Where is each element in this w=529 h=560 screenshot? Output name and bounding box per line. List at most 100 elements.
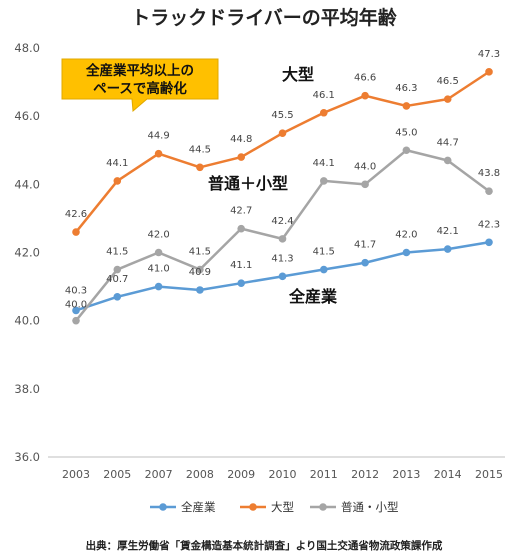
data-label-all-industries: 40.9 xyxy=(189,267,211,278)
data-point-all-industries xyxy=(485,238,493,247)
series-label-large: 大型 xyxy=(282,65,314,84)
data-label-standard-small: 42.0 xyxy=(147,230,169,241)
data-label-all-industries: 41.5 xyxy=(313,247,335,258)
data-point-standard-small xyxy=(154,248,163,257)
y-tick-label: 48.0 xyxy=(14,41,40,55)
data-label-standard-small: 44.0 xyxy=(354,161,376,172)
data-point-all-industries xyxy=(320,265,328,274)
x-tick-label: 2014 xyxy=(434,468,462,481)
data-label-all-industries: 40.7 xyxy=(106,274,128,285)
data-label-large: 46.6 xyxy=(354,73,376,84)
legend-marker-all-industries xyxy=(159,503,167,511)
data-label-standard-small: 42.4 xyxy=(271,216,293,227)
data-label-large: 46.5 xyxy=(437,76,459,87)
data-point-large xyxy=(237,153,245,161)
data-label-large: 44.1 xyxy=(106,158,128,169)
data-label-standard-small: 45.0 xyxy=(395,127,417,138)
series-label-all-industries: 全産業 xyxy=(288,287,338,306)
x-tick-label: 2007 xyxy=(145,468,173,481)
data-label-all-industries: 41.0 xyxy=(147,264,169,275)
legend-label-large: 大型 xyxy=(271,500,294,514)
data-point-large xyxy=(196,163,204,172)
data-labels: 40.3 40.7 41.0 40.9 41.1 41.3 41.5 41.7 42.0 42.1… xyxy=(65,49,500,311)
legend-label-all-industries: 全産業 xyxy=(181,500,216,514)
data-label-standard-small: 40.0 xyxy=(65,300,87,311)
data-point-large xyxy=(72,228,80,236)
data-point-standard-small xyxy=(402,146,411,155)
legend-marker-standard-small xyxy=(319,503,327,511)
y-tick-label: 40.0 xyxy=(14,314,40,328)
data-label-standard-small: 44.7 xyxy=(437,137,459,148)
data-point-standard-small xyxy=(113,265,122,274)
data-point-all-industries xyxy=(443,245,452,253)
data-label-large: 45.5 xyxy=(271,110,293,121)
data-point-large xyxy=(361,91,369,100)
data-label-large: 44.8 xyxy=(230,134,252,145)
x-tick-label: 2015 xyxy=(475,468,503,481)
data-point-standard-small xyxy=(196,265,204,274)
data-label-all-industries: 42.1 xyxy=(437,226,459,237)
callout-line-1: 全産業平均以上の xyxy=(85,62,194,79)
legend-label-standard-small: 普通・小型 xyxy=(341,500,399,514)
data-label-large: 46.3 xyxy=(395,83,417,94)
legend: 全産業 大型 普通・小型 xyxy=(150,500,399,514)
data-label-large: 47.3 xyxy=(478,49,500,60)
data-point-large xyxy=(113,177,122,185)
data-label-standard-small: 42.7 xyxy=(230,206,252,217)
data-label-all-industries: 41.1 xyxy=(230,260,252,271)
data-point-all-industries xyxy=(237,279,245,287)
x-tick-label: 2009 xyxy=(227,468,255,481)
data-point-all-industries xyxy=(196,286,204,294)
y-tick-label: 38.0 xyxy=(14,382,40,396)
x-tick-label: 2003 xyxy=(62,468,90,481)
x-tick-label: 2010 xyxy=(269,468,297,481)
data-label-standard-small: 41.5 xyxy=(189,247,211,258)
data-point-large xyxy=(154,149,163,158)
source-note: 出典：厚生労働省「賃金構造基本統計調査」より国土交通省物流政策課作成 xyxy=(86,539,443,552)
data-point-standard-small xyxy=(485,187,493,195)
axes: 36.0 38.0 40.0 42.0 44.0 46.0 48.0 2003 2005 2007… xyxy=(14,41,505,481)
x-tick-label: 2008 xyxy=(186,468,214,481)
data-point-standard-small xyxy=(443,156,452,165)
x-tick-label: 2011 xyxy=(310,468,338,481)
data-point-all-industries xyxy=(361,258,369,267)
data-point-all-industries xyxy=(113,293,122,301)
data-point-large xyxy=(278,129,287,138)
data-point-large xyxy=(485,68,493,76)
series-layer xyxy=(72,68,493,325)
data-point-standard-small xyxy=(237,224,245,233)
data-label-large: 44.9 xyxy=(147,131,169,142)
data-label-all-industries: 42.0 xyxy=(395,230,417,241)
data-point-all-industries xyxy=(72,306,80,315)
callout-shape xyxy=(61,58,219,113)
data-point-all-industries xyxy=(402,248,411,257)
x-tick-label: 2005 xyxy=(103,468,131,481)
data-point-large xyxy=(320,108,328,117)
y-tick-label: 44.0 xyxy=(14,177,40,191)
y-tick-label: 36.0 xyxy=(14,450,40,464)
data-label-large: 46.1 xyxy=(313,90,335,101)
callout-box: 全産業平均以上の ペースで高齢化 xyxy=(61,58,219,113)
data-label-standard-small: 43.8 xyxy=(478,168,500,179)
data-point-standard-small xyxy=(320,177,328,185)
legend-marker-large xyxy=(249,503,257,511)
data-point-large xyxy=(443,95,452,103)
x-tick-label: 2012 xyxy=(351,468,379,481)
data-label-large: 44.5 xyxy=(189,144,211,155)
data-label-all-industries: 41.7 xyxy=(354,240,376,251)
chart-title: トラックドライバーの平均年齢 xyxy=(131,6,398,29)
data-point-large xyxy=(402,102,411,110)
x-tick-label: 2013 xyxy=(392,468,420,481)
data-label-large: 42.6 xyxy=(65,209,87,220)
data-label-all-industries: 41.3 xyxy=(271,253,293,264)
y-tick-label: 46.0 xyxy=(14,109,40,123)
y-tick-label: 42.0 xyxy=(14,246,40,260)
series-label-standard-small: 普通＋小型 xyxy=(208,174,288,193)
data-label-all-industries: 42.3 xyxy=(478,219,500,230)
callout-line-2: ペースで高齢化 xyxy=(93,80,187,97)
data-point-standard-small xyxy=(361,180,369,189)
data-point-all-industries xyxy=(278,272,287,281)
data-label-standard-small: 41.5 xyxy=(106,247,128,258)
